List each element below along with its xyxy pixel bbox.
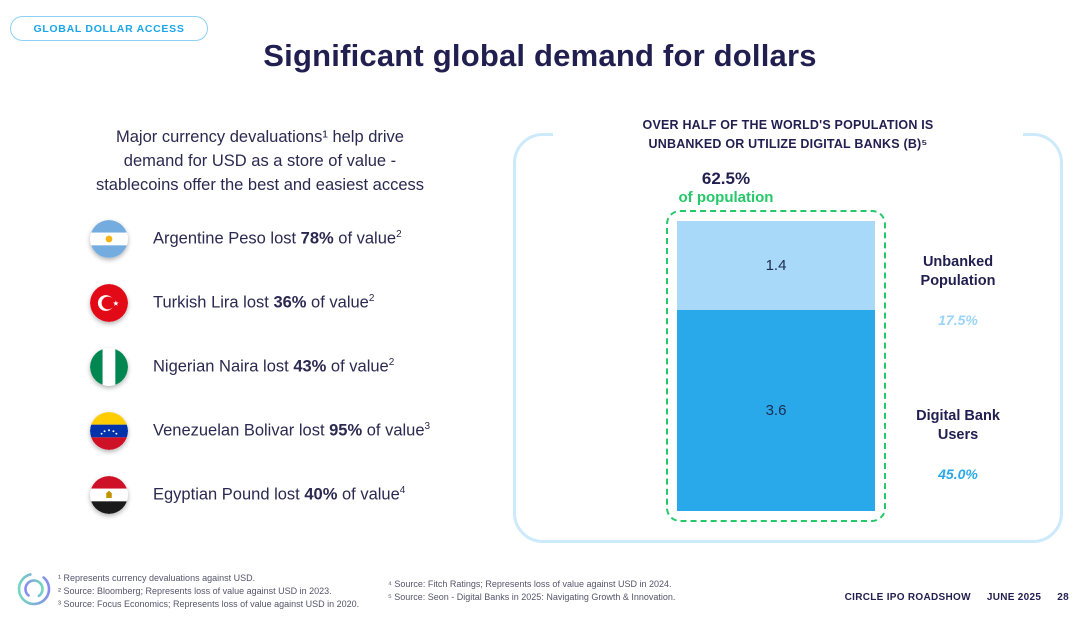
footer-meta: CIRCLE IPO ROADSHOW JUNE 2025 28 <box>845 592 1069 603</box>
circle-logo-icon <box>16 571 52 607</box>
bar-segment-unbanked: 1.4 <box>677 221 875 310</box>
section-badge-label: GLOBAL DOLLAR ACCESS <box>33 22 185 35</box>
chart-card: OVER HALF OF THE WORLD'S POPULATION IS U… <box>513 116 1063 543</box>
text-after: of value <box>306 293 369 312</box>
devaluation-text: Argentine Peso lost 78% of value2 <box>153 229 402 249</box>
footnote-2: ² Source: Bloomberg; Represents loss of … <box>58 586 332 596</box>
bar-segment-digital: 3.6 <box>677 309 875 511</box>
chart-highlight-box: 1.4 3.6 <box>666 210 886 522</box>
label-unbanked-name: Unbanked Population <box>920 253 996 289</box>
slide-title: Significant global demand for dollars <box>263 38 817 73</box>
chart-total-label: of population <box>678 189 774 206</box>
devaluation-list: Argentine Peso lost 78% of value2 Turkis… <box>90 219 430 539</box>
chart-total-pct: 62.5% <box>701 169 751 188</box>
loss-percent: 40% <box>304 485 338 504</box>
text-after: of value <box>326 357 389 376</box>
argentina-flag-icon <box>90 220 128 258</box>
label-digital-pct: 45.0% <box>938 466 978 483</box>
devaluation-row: Egyptian Pound lost 40% of value4 <box>90 475 430 515</box>
footnote-ref: 2 <box>396 229 402 241</box>
footnote-ref: 3 <box>424 421 431 433</box>
stacked-bar: 1.4 3.6 <box>677 221 875 511</box>
label-unbanked: Unbanked Population 17.5% <box>878 234 1038 348</box>
footer-date: JUNE 2025 <box>986 592 1042 603</box>
label-digital-name: Digital Bank Users <box>916 407 1000 443</box>
egypt-flag-icon <box>90 476 128 514</box>
footnote-3: ³ Source: Focus Economics; Represents lo… <box>58 599 360 609</box>
nigeria-flag-icon <box>90 348 128 386</box>
footnote-4: ⁴ Source: Fitch Ratings; Represents loss… <box>388 579 672 589</box>
chart-title: OVER HALF OF THE WORLD'S POPULATION IS U… <box>553 116 1023 154</box>
footnotes-right: ⁴ Source: Fitch Ratings; Represents loss… <box>388 578 675 604</box>
section-badge: GLOBAL DOLLAR ACCESS <box>10 16 208 41</box>
label-digital: Digital Bank Users 45.0% <box>878 388 1038 502</box>
text-after: of value <box>333 229 397 248</box>
text-after: of value <box>337 485 400 504</box>
text-after: of value <box>362 421 425 440</box>
loss-percent: 78% <box>300 229 334 248</box>
footnote-ref: 2 <box>368 293 375 305</box>
label-unbanked-pct: 17.5% <box>938 312 978 329</box>
text-before: Argentine Peso lost <box>153 229 301 248</box>
segment-value: 3.6 <box>765 401 787 419</box>
text-before: Turkish Lira lost <box>153 293 274 312</box>
footnote-5: ⁵ Source: Seon - Digital Banks in 2025: … <box>388 592 676 602</box>
devaluation-row: Venezuelan Bolivar lost 95% of value3 <box>90 411 430 451</box>
loss-percent: 43% <box>293 357 327 376</box>
text-before: Nigerian Naira lost <box>153 357 294 376</box>
footnotes-left: ¹ Represents currency devaluations again… <box>58 572 359 611</box>
devaluation-row: Argentine Peso lost 78% of value2 <box>90 219 430 259</box>
devaluation-text: Venezuelan Bolivar lost 95% of value3 <box>153 421 430 441</box>
text-before: Venezuelan Bolivar lost <box>153 421 330 440</box>
segment-value: 1.4 <box>765 256 787 274</box>
footer-page-number: 28 <box>1057 592 1069 603</box>
footer-brand: CIRCLE IPO ROADSHOW <box>844 592 971 603</box>
devaluation-row: Nigerian Naira lost 43% of value2 <box>90 347 430 387</box>
footnote-ref: 4 <box>399 485 406 497</box>
loss-percent: 95% <box>329 421 363 440</box>
text-before: Egyptian Pound lost <box>153 485 305 504</box>
devaluation-text: Egyptian Pound lost 40% of value4 <box>153 485 405 505</box>
venezuela-flag-icon <box>90 412 128 450</box>
footnote-1: ¹ Represents currency devaluations again… <box>58 573 256 583</box>
devaluation-text: Turkish Lira lost 36% of value2 <box>153 293 374 313</box>
devaluation-row: Turkish Lira lost 36% of value2 <box>90 283 430 323</box>
intro-text: Major currency devaluations¹ help drive … <box>95 128 425 194</box>
devaluation-text: Nigerian Naira lost 43% of value2 <box>153 357 394 377</box>
footnote-ref: 2 <box>388 357 395 369</box>
turkey-flag-icon <box>90 284 128 322</box>
loss-percent: 36% <box>273 293 307 312</box>
